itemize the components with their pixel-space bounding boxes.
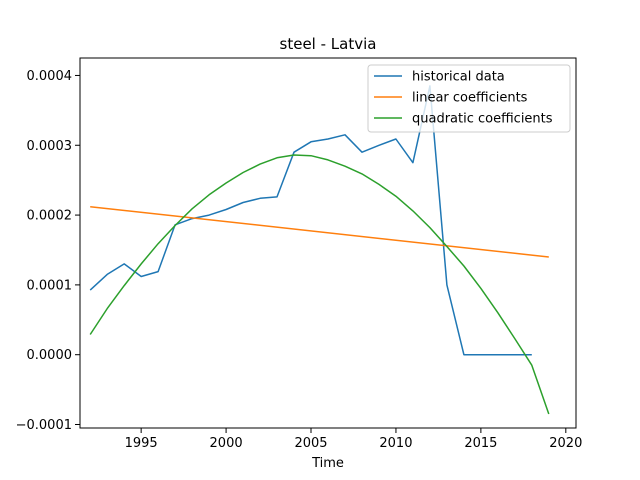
y-tick-label: −0.0001 — [16, 418, 72, 433]
x-tick-label: 2010 — [379, 436, 412, 451]
x-axis-label: Time — [311, 456, 344, 471]
chart-title: steel - Latvia — [280, 35, 377, 53]
plot-frame — [79, 57, 577, 429]
legend-item: historical data — [374, 70, 505, 85]
legend-label: historical data — [412, 70, 505, 85]
x-tick-label: 2020 — [549, 436, 582, 451]
y-tick-label: 0.0000 — [27, 348, 73, 363]
series-line-historical-data — [89, 85, 532, 356]
y-tick-label: 0.0004 — [27, 69, 73, 84]
series-line-quadratic-coefficients — [89, 154, 550, 415]
legend-item: quadratic coefficients — [374, 112, 553, 127]
x-tick-label: 2005 — [294, 436, 327, 451]
x-tick-label: 1995 — [125, 436, 158, 451]
series-layer — [89, 85, 550, 415]
series-line-linear-coefficients — [90, 205, 549, 258]
legend: historical data linear coefficients quadra… — [367, 64, 571, 133]
y-tick-label: 0.0001 — [27, 278, 73, 293]
legend-label: linear coefficients — [412, 91, 528, 106]
legend-box — [367, 64, 571, 133]
x-tick-label: 2000 — [210, 436, 243, 451]
y-tick-label: 0.0003 — [27, 139, 73, 154]
y-tick-label: 0.0002 — [27, 209, 73, 224]
axis-ticks: 1995 2000 2005 2010 2015 2020 −0.0001 0.0000 0.0… — [16, 69, 583, 451]
legend-item: linear coefficients — [374, 91, 528, 106]
x-tick-label: 2015 — [464, 436, 497, 451]
legend-label: quadratic coefficients — [412, 112, 553, 127]
